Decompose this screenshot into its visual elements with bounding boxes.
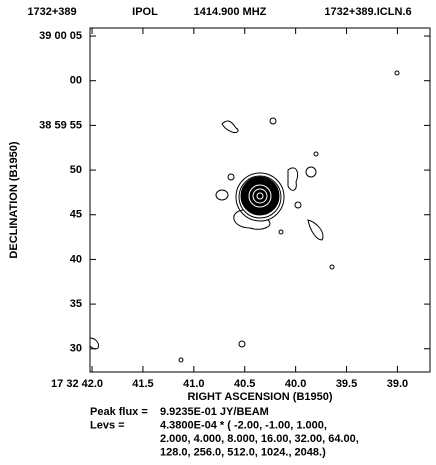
y-tick-label: 50: [70, 164, 82, 176]
x-axis-label: RIGHT ASCENSION (B1950): [187, 391, 332, 403]
footer-text: Peak flux =: [90, 406, 148, 418]
y-tick-label: 40: [70, 253, 82, 265]
header-text: IPOL: [132, 6, 158, 18]
x-tick-label: 41.5: [132, 378, 153, 390]
y-tick-label: 30: [70, 343, 82, 355]
y-tick-label: 35: [70, 298, 82, 310]
x-tick-label: 40.0: [285, 378, 306, 390]
plot-frame: [89, 27, 431, 373]
header-text: 1414.900 MHZ: [194, 6, 267, 18]
x-tick-label: 39.5: [336, 378, 357, 390]
y-tick-label: 45: [70, 209, 82, 221]
footer-text: 4.3800E-04 * ( -2.00, -1.00, 1.000,: [160, 419, 327, 431]
y-tick-label: 39 00 05: [39, 30, 82, 42]
footer-text: Levs =: [90, 419, 125, 431]
x-tick-label: 41.0: [183, 378, 204, 390]
y-tick-label: 00: [70, 75, 82, 87]
x-tick-label: 40.5: [234, 378, 255, 390]
x-tick-label: 39.0: [387, 378, 408, 390]
footer-text: 2.000, 4.000, 8.000, 16.00, 32.00, 64.00…: [160, 433, 359, 445]
header-text: 1732+389.ICLN.6: [324, 6, 411, 18]
header-text: 1732+389: [27, 6, 76, 18]
contours: [89, 70, 400, 363]
x-tick-label: 17 32 42.0: [51, 378, 103, 390]
y-tick-label: 38 59 55: [39, 119, 82, 131]
y-axis-label: DECLINATION (B1950): [8, 141, 20, 258]
footer-text: 128.0, 256.0, 512.0, 1024., 2048.): [160, 446, 326, 458]
footer-text: 9.9235E-01 JY/BEAM: [160, 406, 269, 418]
